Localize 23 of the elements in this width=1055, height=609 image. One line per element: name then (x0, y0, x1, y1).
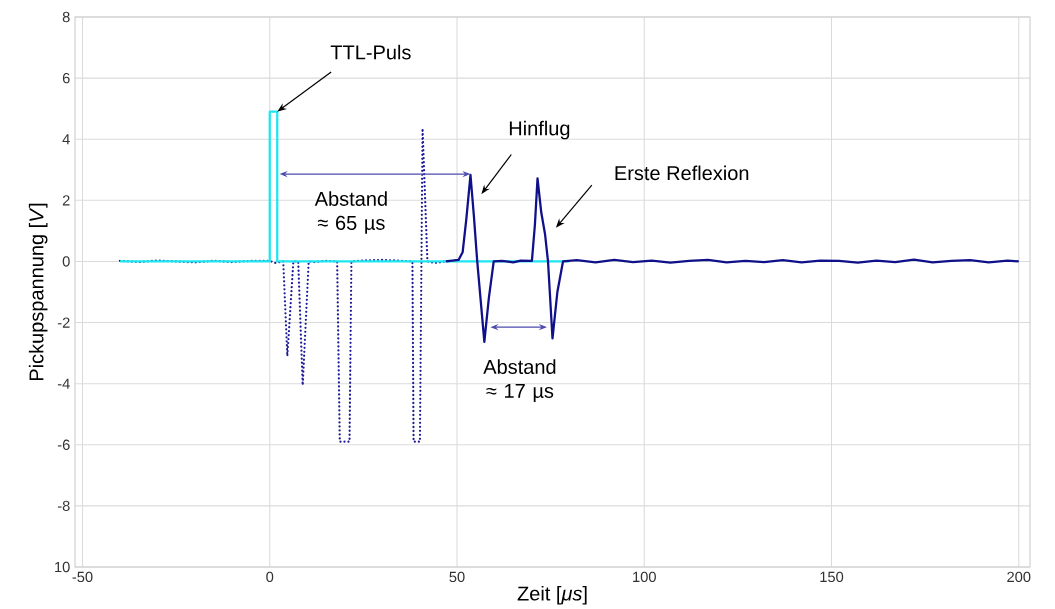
x-tick-label: 200 (1007, 571, 1031, 583)
y-tick-label: 0 (62, 256, 70, 267)
y-tick-label: 6 (62, 72, 70, 84)
x-tick-label: 150 (820, 571, 844, 583)
annotation: Abstand ≈ 65 µs (314, 191, 387, 234)
y-tick-label: -6 (57, 439, 70, 450)
annotation: Erste Reflexion (615, 165, 749, 181)
y-tick-label: -2 (57, 317, 70, 328)
annotation: Abstand ≈ 17 µs (483, 359, 556, 402)
y-tick-label: -4 (57, 378, 70, 389)
x-axis-title: Zeit [μs] (517, 585, 587, 605)
y-tick-label: 8 (62, 11, 70, 23)
x-tick-label: 100 (633, 571, 656, 583)
y-axis-title: Pickupspannung [V] (28, 203, 48, 381)
y-tick-label: 2 (62, 195, 70, 206)
y-tick-label: -8 (57, 500, 70, 512)
annotation: Hinflug (509, 120, 570, 140)
annotation: TTL-Puls (330, 44, 411, 60)
y-tick-label: 10 (55, 561, 70, 573)
x-tick-label: -50 (72, 571, 93, 583)
y-tick-label: 4 (62, 134, 70, 145)
x-tick-label: 0 (266, 571, 274, 583)
x-tick-label: 50 (449, 571, 465, 583)
